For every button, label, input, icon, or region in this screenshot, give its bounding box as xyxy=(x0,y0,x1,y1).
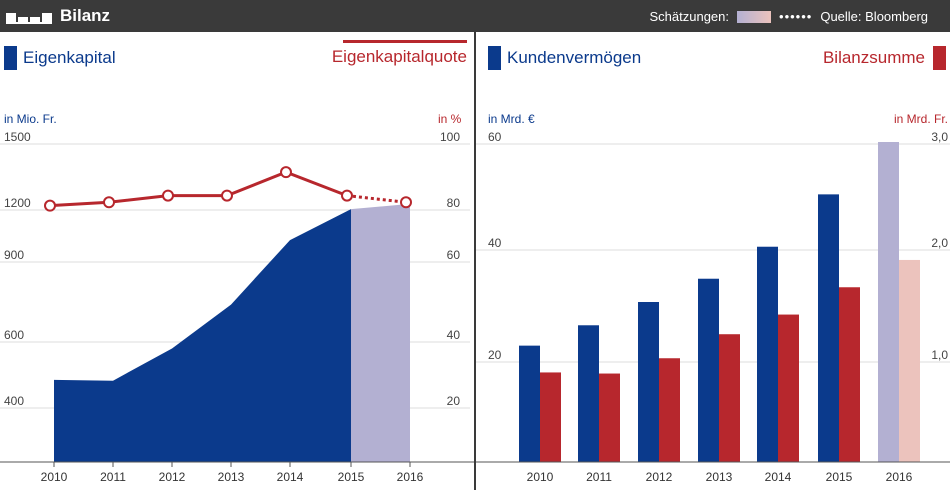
x-tick-label: 2013 xyxy=(218,470,245,484)
area-eigenkapital-estimate xyxy=(351,203,410,462)
eigenkapital-chart: 1500 1200 900 600 400 100 80 60 40 20 2010 2011 2012… xyxy=(0,130,474,484)
page-title: Bilanz xyxy=(60,6,111,25)
area-eigenkapital-actual xyxy=(54,209,351,462)
y-tick-right-label: 40 xyxy=(447,328,461,342)
x-tick-label: 2013 xyxy=(706,470,733,484)
legend-line-eigenkapitalquote xyxy=(343,40,467,43)
x-tick-label: 2016 xyxy=(397,470,424,484)
estimates-dots: •••••• xyxy=(779,9,813,24)
unit-right-1: in % xyxy=(438,112,462,126)
bar-kundenvermoegen xyxy=(578,325,599,462)
point-eigenkapitalquote xyxy=(103,196,115,209)
legend-label-kundenvermoegen: Kundenvermögen xyxy=(507,48,642,67)
y-tick-right-label: 3,0 xyxy=(931,130,948,144)
header-meta: Schätzungen: •••••• Quelle: Bloomberg xyxy=(650,9,929,24)
bar-kundenvermoegen xyxy=(638,302,659,462)
legend-label-eigenkapitalquote: Eigenkapitalquote xyxy=(331,47,467,66)
line-eigenkapitalquote xyxy=(49,170,348,208)
point-eigenkapitalquote xyxy=(162,189,174,202)
kundenvermoegen-chart: 60 40 20 3,0 2,0 1,0 2010 2011 2012 2013 2014 2015 2… xyxy=(476,130,950,484)
x-tick-label: 2014 xyxy=(765,470,792,484)
header-bar: Bilanz Schätzungen: •••••• Quelle: Bloom… xyxy=(0,0,950,32)
y-tick-left-label: 400 xyxy=(4,394,24,408)
y-tick-right-label: 80 xyxy=(447,196,461,210)
bar-kundenvermoegen xyxy=(757,246,778,462)
legend-kundenvermoegen: Kundenvermögen xyxy=(488,46,641,70)
bar-bilanzsumme xyxy=(540,372,561,462)
x-tick-label: 2012 xyxy=(159,470,186,484)
y-tick-left-label: 600 xyxy=(4,328,24,342)
bar-bilanzsumme xyxy=(599,373,620,462)
x-tick-label: 2015 xyxy=(826,470,853,484)
y-tick-left-label: 900 xyxy=(4,248,24,262)
legend-bilanzsumme: Bilanzsumme xyxy=(823,46,946,70)
x-tick-label: 2011 xyxy=(100,470,126,484)
panel-divider xyxy=(474,32,476,490)
estimates-label: Schätzungen: xyxy=(649,9,730,24)
unit-left-1: in Mio. Fr. xyxy=(4,112,57,126)
x-tick-label: 2010 xyxy=(41,470,68,484)
y-tick-left-label: 1200 xyxy=(4,196,31,210)
x-tick-label: 2014 xyxy=(277,470,304,484)
unit-left-2: in Mrd. € xyxy=(488,112,535,126)
bar-bilanzsumme-estimate xyxy=(899,259,920,462)
bar-kundenvermoegen xyxy=(519,345,540,462)
y-tick-left-label: 60 xyxy=(488,130,502,144)
unit-right-2: in Mrd. Fr. xyxy=(894,112,949,126)
x-tick-label: 2010 xyxy=(527,470,554,484)
point-eigenkapitalquote xyxy=(400,196,412,209)
bar-bilanzsumme xyxy=(839,287,860,462)
legend-label-bilanzsumme: Bilanzsumme xyxy=(822,48,925,67)
x-tick-label: 2011 xyxy=(586,470,612,484)
y-tick-left-label: 1500 xyxy=(4,130,31,144)
y-tick-right-label: 2,0 xyxy=(931,236,948,250)
point-eigenkapitalquote xyxy=(280,166,292,179)
legend-label-eigenkapital: Eigenkapital xyxy=(23,48,116,67)
legend-eigenkapital: Eigenkapital xyxy=(4,46,116,70)
legend-swatch-kundenvermoegen xyxy=(488,46,501,70)
y-tick-right-label: 100 xyxy=(440,130,460,144)
balance-logo-icon xyxy=(6,13,52,24)
legend-swatch-bilanzsumme xyxy=(933,46,946,70)
bar-bilanzsumme xyxy=(778,314,799,462)
bar-kundenvermoegen xyxy=(818,194,839,462)
point-eigenkapitalquote xyxy=(221,189,233,202)
x-tick-label: 2012 xyxy=(646,470,673,484)
point-eigenkapitalquote xyxy=(44,199,56,212)
y-tick-right-label: 20 xyxy=(447,394,461,408)
bar-kundenvermoegen xyxy=(698,278,719,462)
source-label: Quelle: Bloomberg xyxy=(820,9,928,24)
legend-swatch-eigenkapital xyxy=(4,46,17,70)
y-tick-right-label: 60 xyxy=(447,248,461,262)
y-tick-right-label: 1,0 xyxy=(931,348,948,362)
y-tick-left-label: 20 xyxy=(488,348,502,362)
bar-bilanzsumme xyxy=(719,334,740,462)
point-eigenkapitalquote xyxy=(341,189,353,202)
x-tick-label: 2016 xyxy=(886,470,913,484)
line-eigenkapitalquote-estimate xyxy=(346,194,407,204)
legend-eigenkapitalquote: Eigenkapitalquote xyxy=(332,40,467,67)
bar-kundenvermoegen-estimate xyxy=(878,142,899,462)
estimates-swatch xyxy=(737,10,772,23)
y-tick-left-label: 40 xyxy=(488,236,502,250)
bar-bilanzsumme xyxy=(659,358,680,462)
x-tick-label: 2015 xyxy=(338,470,365,484)
